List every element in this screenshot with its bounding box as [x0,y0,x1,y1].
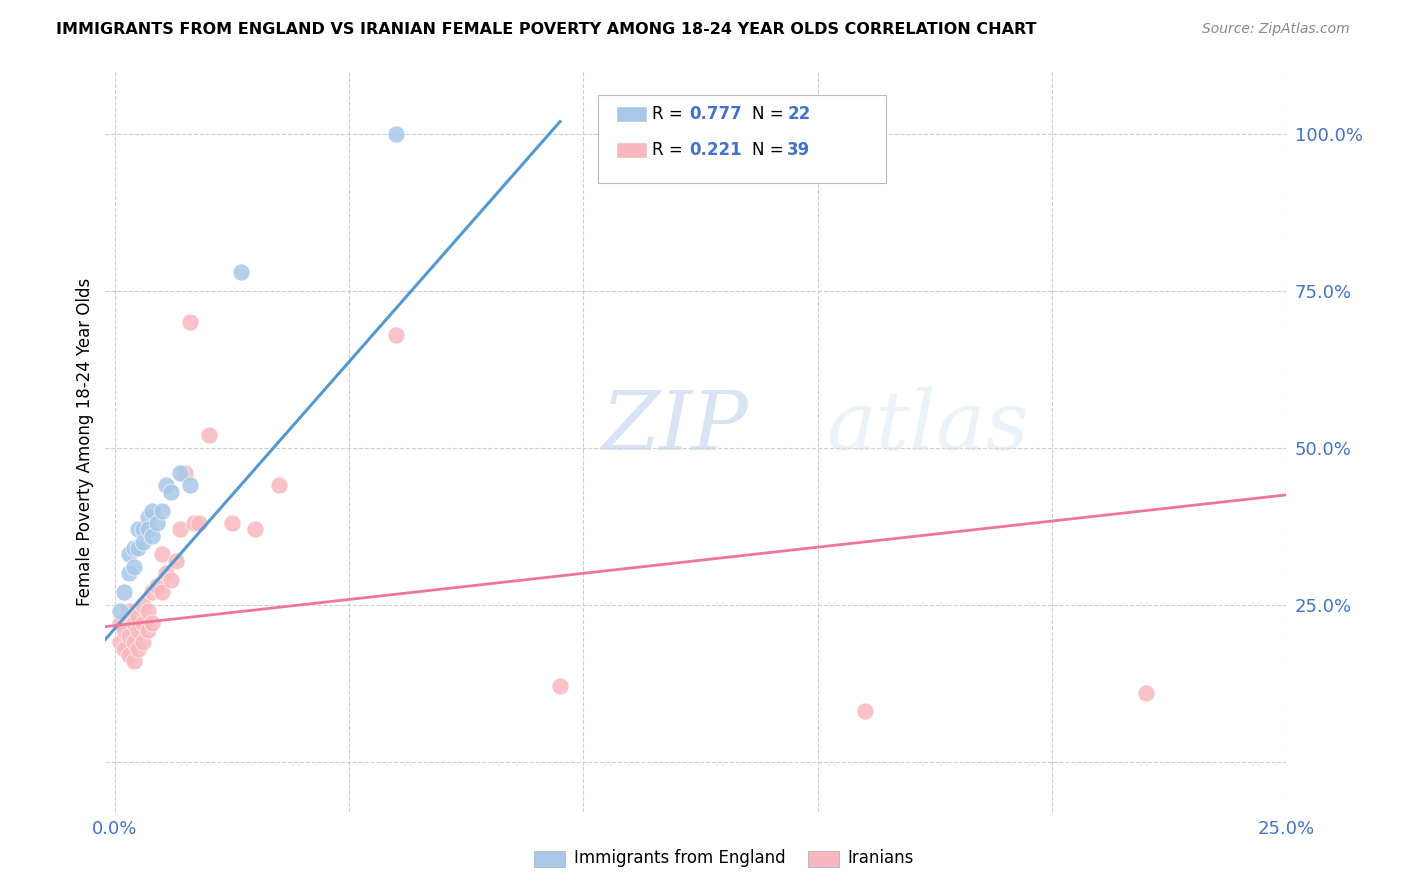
Point [179,478,201,492]
Y-axis label: Female Poverty Among 18-24 Year Olds: Female Poverty Among 18-24 Year Olds [76,277,94,606]
Point [385,127,408,141]
Point [122,541,145,556]
Point [853,704,876,718]
Point [127,623,149,637]
Point [141,529,163,543]
Point [141,503,163,517]
Point [122,560,145,574]
Point [136,509,159,524]
Point [155,478,177,492]
Text: N =: N = [752,141,789,159]
Point [160,573,183,587]
Text: Source: ZipAtlas.com: Source: ZipAtlas.com [1202,22,1350,37]
Point [155,566,177,581]
Point [197,428,219,442]
Text: ZIP: ZIP [602,387,748,467]
Text: 0.777: 0.777 [689,105,742,123]
Point [108,604,131,618]
Text: N =: N = [752,105,789,123]
Point [548,679,571,693]
Point [169,522,191,536]
Point [132,522,155,536]
Point [169,466,191,480]
Text: Immigrants from England: Immigrants from England [574,849,786,867]
Point [132,635,155,649]
Point [118,604,141,618]
Point [165,554,187,568]
Point [132,598,155,612]
Point [118,548,141,562]
Point [174,466,197,480]
Point [122,616,145,631]
Text: 22: 22 [787,105,811,123]
Point [112,585,135,599]
Point [245,522,267,536]
Point [118,566,141,581]
Point [183,516,205,530]
Point [150,503,173,517]
Point [112,641,135,656]
Point [141,585,163,599]
Point [221,516,243,530]
Point [179,315,201,329]
Text: Iranians: Iranians [848,849,914,867]
Text: 0.221: 0.221 [689,141,741,159]
Point [150,585,173,599]
Point [160,484,183,499]
Point [122,654,145,668]
Point [122,635,145,649]
Point [150,548,173,562]
Point [132,616,155,631]
Point [118,648,141,662]
Text: R =: R = [652,105,689,123]
Text: atlas: atlas [825,387,1028,467]
Text: 39: 39 [787,141,811,159]
Point [127,522,149,536]
Point [267,478,290,492]
Point [136,604,159,618]
Point [118,629,141,643]
Point [112,623,135,637]
Text: IMMIGRANTS FROM ENGLAND VS IRANIAN FEMALE POVERTY AMONG 18-24 YEAR OLDS CORRELAT: IMMIGRANTS FROM ENGLAND VS IRANIAN FEMAL… [56,22,1036,37]
Point [127,541,149,556]
Point [1135,685,1157,699]
Point [127,610,149,624]
Point [188,516,211,530]
Point [108,616,131,631]
Point [108,635,131,649]
Point [141,616,163,631]
Point [136,623,159,637]
Point [231,265,253,279]
Text: R =: R = [652,141,689,159]
Point [136,522,159,536]
Point [146,579,169,593]
Point [127,641,149,656]
Point [146,516,169,530]
Point [385,327,408,342]
Point [132,535,155,549]
